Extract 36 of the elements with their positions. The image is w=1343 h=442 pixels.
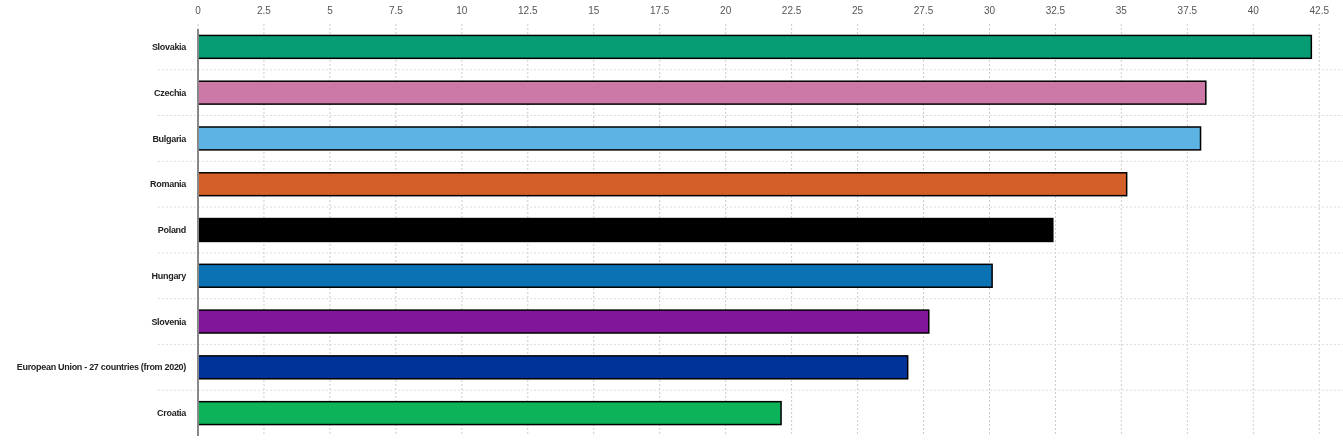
x-tick-label: 5 bbox=[327, 5, 334, 16]
x-tick-label: 40 bbox=[1247, 5, 1260, 16]
x-tick-label: 20 bbox=[720, 5, 732, 16]
y-tick-label: Poland bbox=[157, 225, 186, 236]
x-tick-label: 0 bbox=[195, 5, 202, 16]
bar bbox=[197, 355, 909, 380]
x-tick-label: 7.5 bbox=[388, 5, 404, 16]
y-tick-label: Czechia bbox=[154, 87, 188, 98]
x-tick-label: 15 bbox=[588, 5, 600, 16]
x-tick-label: 32.5 bbox=[1045, 5, 1066, 16]
bar bbox=[197, 400, 782, 426]
x-tick-label: 25 bbox=[852, 5, 864, 16]
y-tick-label: Romania bbox=[150, 179, 188, 190]
bar bbox=[197, 126, 1202, 151]
x-tick-label: 22.5 bbox=[781, 5, 802, 16]
bar bbox=[197, 172, 1128, 197]
bar bbox=[197, 80, 1207, 105]
x-tick-label: 35 bbox=[1115, 5, 1128, 16]
y-tick-label: Slovenia bbox=[151, 316, 188, 327]
x-tick-label: 17.5 bbox=[649, 5, 670, 16]
y-tick-label: European Union - 27 countries (from 2020) bbox=[16, 362, 187, 373]
x-tick-label: 37.5 bbox=[1177, 5, 1198, 16]
bar bbox=[197, 34, 1313, 60]
bar bbox=[197, 263, 993, 288]
bar bbox=[197, 309, 930, 334]
x-tick-label: 42.5 bbox=[1309, 5, 1330, 16]
y-tick-label: Croatia bbox=[157, 408, 188, 419]
y-tick-label: Slovakia bbox=[151, 42, 188, 53]
x-tick-label: 10 bbox=[456, 5, 468, 16]
x-tick-label: 2.5 bbox=[257, 5, 272, 16]
y-tick-label: Hungary bbox=[151, 270, 187, 281]
x-tick-label: 12.5 bbox=[518, 5, 538, 16]
x-tick-label: 27.5 bbox=[913, 5, 934, 16]
x-tick-label: 30 bbox=[983, 5, 996, 16]
bar bbox=[197, 217, 1054, 243]
y-tick-label: Bulgaria bbox=[152, 133, 188, 144]
